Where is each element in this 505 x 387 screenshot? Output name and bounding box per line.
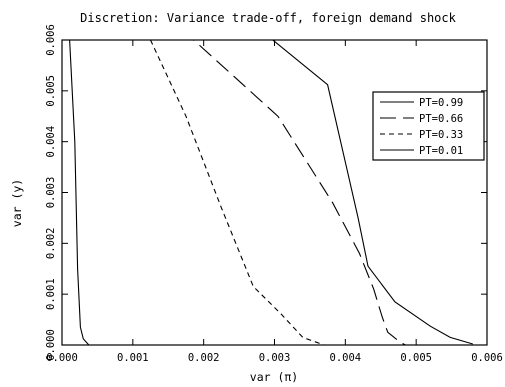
chart-title: Discretion: Variance trade-off, foreign … xyxy=(80,11,456,25)
series-line-4 xyxy=(69,40,90,345)
legend-label-3: PT=0.33 xyxy=(419,129,463,141)
x-axis-label: var (π) xyxy=(250,370,298,384)
x-tick-label: 0.005 xyxy=(400,352,432,364)
x-tick-label: 0.006 xyxy=(471,352,503,364)
x-tick-label: 0.004 xyxy=(330,352,362,364)
x-tick-label: 0.000 xyxy=(46,352,78,364)
y-axis-label: var (y) xyxy=(10,179,24,227)
series-line-1 xyxy=(271,40,473,345)
series-line-2 xyxy=(192,40,406,345)
y-tick-label: 0.006 xyxy=(45,24,57,56)
series-line-3 xyxy=(150,40,325,345)
plot-frame xyxy=(61,39,488,346)
y-tick-label: 0.003 xyxy=(45,177,57,209)
x-tick-label: 0.001 xyxy=(117,352,149,364)
legend-label-4: PT=0.01 xyxy=(419,145,463,157)
legend-label-1: PT=0.99 xyxy=(419,97,463,109)
x-tick-label: 0.002 xyxy=(188,352,220,364)
y-tick-label: 0.002 xyxy=(45,228,57,260)
y-tick-label: 0.001 xyxy=(45,278,57,310)
y-tick-label: 0.004 xyxy=(45,126,57,158)
legend: PT=0.99 PT=0.66 PT=0.33 PT=0.01 xyxy=(372,91,485,161)
plot-area: 0.000 0.001 0.002 0.003 0.004 0.005 0.006 0.000… xyxy=(45,24,503,364)
x-tick-label: 0.003 xyxy=(259,352,291,364)
y-tick-label: 0.000 xyxy=(45,329,57,361)
y-tick-label: 0.005 xyxy=(45,75,57,107)
legend-label-2: PT=0.66 xyxy=(419,113,463,125)
legend-box xyxy=(372,91,485,161)
